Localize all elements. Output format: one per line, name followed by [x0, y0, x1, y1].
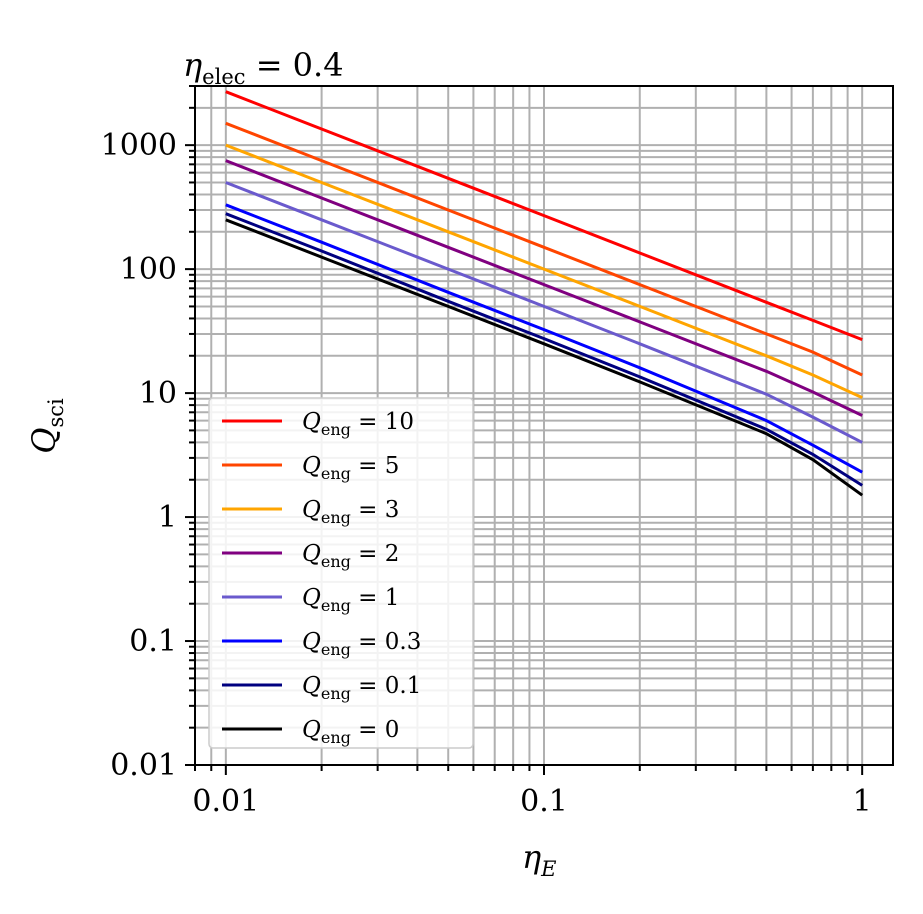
legend-label: Qeng = 10: [302, 409, 414, 439]
y-tick-label: 0.1: [129, 624, 177, 659]
legend-label: Qeng = 5: [302, 453, 399, 483]
legend-label: Qeng = 0.1: [302, 673, 421, 703]
legend-label: Qeng = 0.3: [302, 629, 421, 659]
x-tick-label: 1: [853, 784, 872, 819]
legend-label: Qeng = 0: [302, 717, 399, 747]
series-line: [225, 143, 863, 399]
y-tick-label: 1000: [101, 128, 177, 163]
svg-text:Qsci: Qsci: [25, 398, 68, 454]
series-line: [225, 218, 864, 497]
x-tick-label: 0.01: [192, 784, 259, 819]
x-axis-label: ηE: [522, 838, 557, 881]
chart-title: ηelec = 0.4: [183, 46, 344, 89]
series-line: [225, 212, 863, 487]
axis-ticks: 0.01 0.1 1 0.01 0.1 1 10 100 1000: [101, 85, 872, 819]
series-line: [225, 159, 863, 417]
x-tick-label: 0.1: [520, 784, 568, 819]
legend-label: Qeng = 2: [302, 541, 399, 571]
legend-label: Qeng = 1: [302, 585, 399, 615]
y-axis-label: Qsci: [25, 398, 68, 454]
y-tick-label: 10: [139, 376, 177, 411]
y-tick-label: 1: [158, 500, 177, 535]
legend-frame: [208, 397, 474, 749]
series-line: [225, 90, 863, 341]
series-group: [225, 90, 864, 497]
legend-label: Qeng = 3: [302, 497, 399, 527]
legend: Qeng = 10 Qeng = 5 Qeng = 3 Qeng = 2 Qeng = …: [208, 397, 474, 749]
y-tick-label: 100: [120, 252, 177, 287]
y-tick-label: 0.01: [110, 748, 177, 783]
series-line: [225, 203, 863, 474]
series-line: [225, 181, 863, 444]
series-line: [225, 121, 863, 377]
